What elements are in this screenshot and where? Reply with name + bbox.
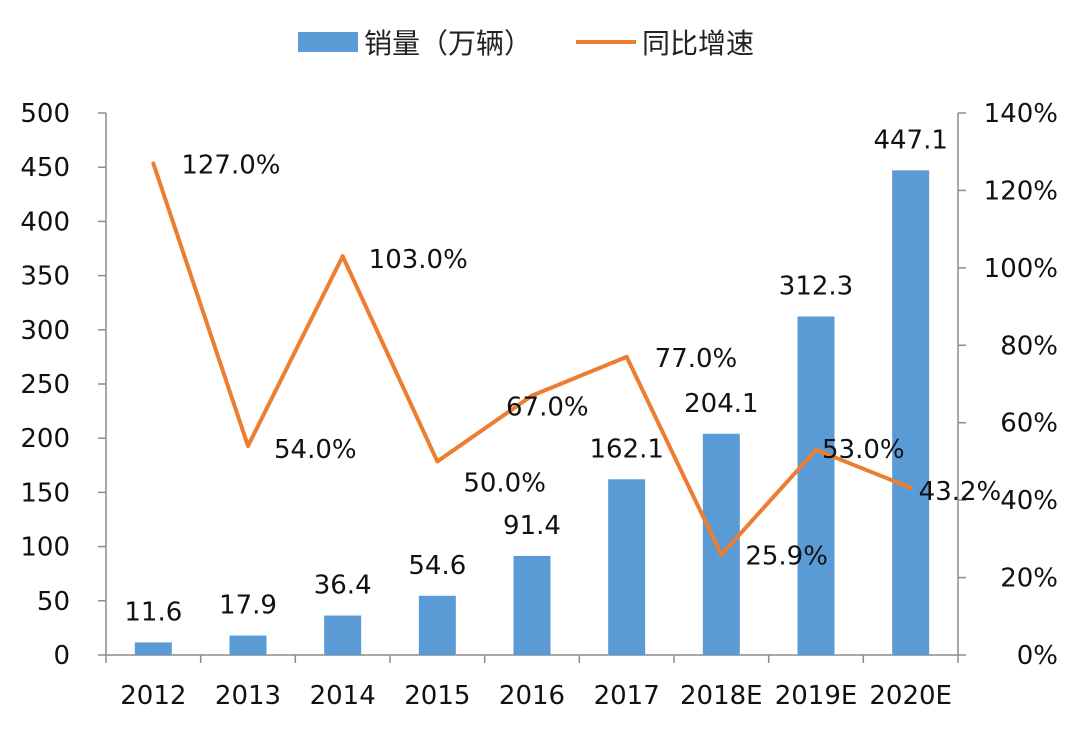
- y-tick-label: 250: [20, 370, 70, 400]
- y2-tick-label: 0%: [1017, 641, 1058, 671]
- y-tick-label: 150: [20, 478, 70, 508]
- y-tick-label: 100: [20, 533, 70, 563]
- x-tick-label: 2013: [215, 681, 281, 711]
- x-tick-label: 2019E: [775, 681, 858, 711]
- legend-label-sales: 销量（万辆）: [364, 27, 533, 60]
- bar: [702, 433, 740, 655]
- x-tick-label: 2018E: [680, 681, 763, 711]
- y-tick-label: 450: [20, 153, 70, 183]
- y-tick-label: 400: [20, 207, 70, 237]
- y2-tick-label: 80%: [1000, 331, 1058, 361]
- bar-data-label: 91.4: [503, 511, 561, 541]
- line-data-label: 43.2%: [919, 477, 1002, 507]
- line-point: [719, 552, 724, 557]
- line-data-label: 77.0%: [655, 344, 738, 374]
- y-tick-label: 500: [20, 99, 70, 129]
- bar-data-label: 11.6: [124, 597, 182, 627]
- x-tick-label: 2020E: [869, 681, 952, 711]
- line-point: [624, 354, 629, 359]
- legend-label-growth: 同比增速: [642, 27, 755, 60]
- y-tick-label: 350: [20, 262, 70, 292]
- line-point: [246, 443, 250, 448]
- line-data-label: 54.0%: [274, 435, 357, 465]
- line-point: [340, 254, 345, 259]
- bar: [229, 635, 267, 655]
- bar-data-label: 54.6: [408, 551, 466, 581]
- x-tick-label: 2017: [594, 681, 660, 711]
- line-data-label: 53.0%: [822, 435, 905, 465]
- line-point: [814, 447, 818, 452]
- bar: [892, 170, 930, 655]
- y-tick-label: 300: [20, 316, 70, 346]
- legend-item-sales: 销量（万辆）: [298, 22, 532, 62]
- x-tick-label: 2014: [310, 681, 376, 711]
- y2-tick-label: 100%: [984, 254, 1058, 284]
- bar: [134, 642, 172, 655]
- y-tick-label: 200: [20, 424, 70, 454]
- line-point: [908, 485, 913, 490]
- legend-swatch-line: [576, 40, 637, 44]
- bar: [418, 595, 456, 655]
- legend-swatch-bar: [298, 32, 358, 52]
- y2-tick-label: 140%: [984, 99, 1058, 129]
- y2-tick-label: 120%: [984, 176, 1058, 206]
- bar: [797, 316, 835, 655]
- chart-legend: 销量（万辆） 同比增速: [298, 22, 798, 62]
- line-data-label: 67.0%: [506, 393, 589, 423]
- bar-data-label: 204.1: [684, 389, 758, 419]
- y2-tick-label: 20%: [1000, 564, 1058, 594]
- line-data-label: 103.0%: [369, 245, 468, 275]
- y-tick-label: 0: [53, 641, 70, 671]
- line-point: [151, 161, 156, 166]
- line-data-label: 25.9%: [745, 542, 828, 572]
- line-data-label: 127.0%: [181, 150, 280, 180]
- x-tick-label: 2016: [499, 681, 565, 711]
- line-data-label: 50.0%: [463, 468, 546, 498]
- bar-data-label: 36.4: [314, 571, 372, 601]
- line-point: [435, 459, 440, 464]
- bar: [513, 555, 551, 655]
- bar-data-label: 162.1: [589, 434, 663, 464]
- bar: [608, 479, 646, 655]
- bar-data-label: 17.9: [219, 591, 277, 621]
- line-point: [530, 393, 534, 398]
- y2-tick-label: 40%: [1000, 486, 1058, 516]
- legend-item-growth: 同比增速: [576, 22, 754, 62]
- bar-data-label: 447.1: [873, 125, 947, 155]
- y2-tick-label: 60%: [1000, 409, 1058, 439]
- bar: [324, 615, 362, 655]
- x-tick-label: 2012: [120, 681, 186, 711]
- y-tick-label: 50: [37, 587, 70, 617]
- x-tick-label: 2015: [404, 681, 470, 711]
- bar-data-label: 312.3: [779, 271, 853, 301]
